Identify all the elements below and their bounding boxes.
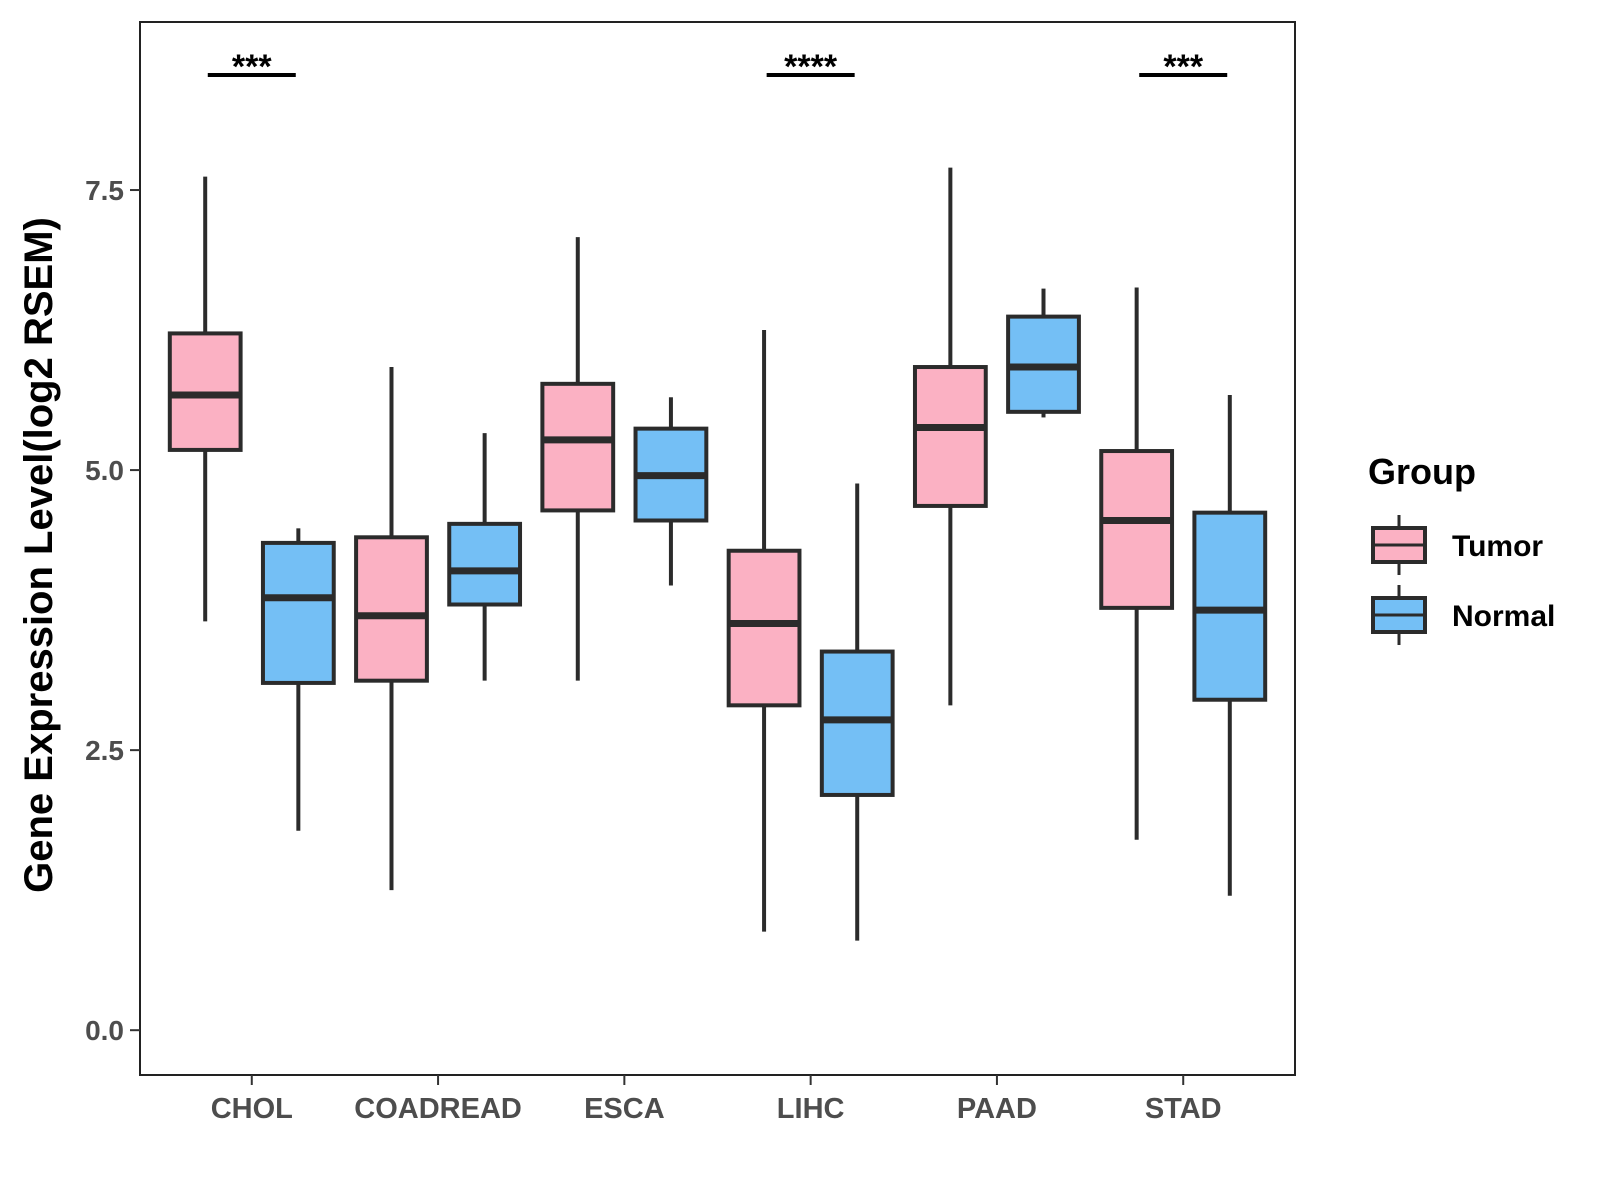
box-normal-paad <box>1006 288 1081 418</box>
box-iqr <box>912 365 988 508</box>
x-tick-label: PAAD <box>957 1093 1037 1125</box>
significance-label: *** <box>1163 48 1203 86</box>
box-normal-stad <box>1192 395 1268 896</box>
legend-entry-normal: Normal <box>1371 585 1555 645</box>
y-tick-label: 7.5 <box>85 175 124 206</box>
box-tumor-lihc <box>726 330 802 932</box>
significance-label: **** <box>784 48 838 86</box>
y-tick-label: 2.5 <box>85 735 124 766</box>
significance-label: *** <box>232 48 272 86</box>
box-normal-chol <box>260 528 336 831</box>
box-iqr <box>1099 449 1175 610</box>
box-iqr <box>260 540 336 685</box>
box-layer <box>167 167 1268 941</box>
y-tick-label: 0.0 <box>85 1015 124 1046</box>
box-iqr <box>540 381 616 513</box>
legend-title: Group <box>1368 451 1476 492</box>
x-tick-label: LIHC <box>777 1093 845 1125</box>
box-tumor-stad <box>1099 287 1175 840</box>
box-iqr <box>447 521 523 607</box>
x-tick-label: COADREAD <box>354 1093 522 1125</box>
box-normal-coadread <box>447 433 523 681</box>
box-tumor-coadread <box>354 367 429 891</box>
x-tick-label: CHOL <box>211 1093 293 1125</box>
y-axis-title: Gene Expression Level(log2 RSEM) <box>17 217 61 893</box>
box-iqr <box>726 548 802 708</box>
box-tumor-chol <box>167 176 243 622</box>
legend: Group Tumor Normal <box>1368 451 1555 645</box>
box-tumor-esca <box>540 237 616 681</box>
axes-layer: 0.0 2.5 5.0 7.5 CHOL COADREAD ESCA LIHC PAAD STAD <box>85 175 1222 1125</box>
panel-border <box>139 21 1296 1076</box>
box-iqr <box>354 535 429 683</box>
legend-label: Normal <box>1452 600 1555 633</box>
plot-panel <box>139 21 1296 1076</box>
box-iqr <box>1192 510 1268 702</box>
y-tick-label: 5.0 <box>85 455 124 486</box>
box-normal-lihc <box>819 483 895 941</box>
box-tumor-paad <box>912 167 988 706</box>
x-tick-label: STAD <box>1145 1093 1222 1125</box>
box-normal-esca <box>633 397 709 586</box>
x-tick-label: ESCA <box>584 1093 665 1125</box>
significance-layer: *** **** *** <box>207 48 1228 86</box>
legend-entry-tumor: Tumor <box>1371 515 1543 575</box>
legend-label: Tumor <box>1452 530 1543 563</box>
